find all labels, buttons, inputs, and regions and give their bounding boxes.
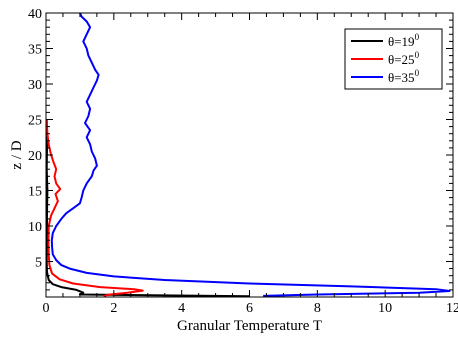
series-line-1 [45, 119, 250, 298]
x-tick-label: 0 [43, 301, 50, 316]
y-tick-label: 30 [28, 78, 42, 93]
legend-label-1: θ=190 [388, 32, 420, 49]
x-tick-label: 2 [110, 301, 117, 316]
x-tick-label: 12 [446, 301, 458, 316]
x-axis-label: Granular Temperature T [177, 318, 322, 334]
legend-label-superscript: 0 [415, 32, 420, 42]
y-axis-ticks: 5 10 15 20 25 30 35 40 [28, 7, 453, 298]
x-tick-label: 6 [246, 301, 253, 316]
y-tick-label: 20 [28, 149, 42, 164]
series-line-3 [50, 12, 451, 297]
x-axis-ticks: 0 2 4 6 8 10 12 [43, 13, 458, 316]
legend-label-superscript: 0 [415, 50, 420, 60]
y-tick-label: 15 [28, 185, 42, 200]
y-tick-label: 10 [28, 220, 42, 235]
x-tick-label: 8 [314, 301, 321, 316]
series-line-2 [45, 119, 144, 298]
x-tick-label: 4 [178, 301, 185, 316]
x-tick-label: 10 [378, 301, 392, 316]
y-tick-label: 5 [35, 256, 42, 271]
y-axis-label: z / D [9, 140, 25, 169]
y-tick-label: 35 [28, 43, 42, 58]
y-tick-label: 25 [28, 114, 42, 129]
y-tick-label: 40 [28, 7, 42, 22]
legend-label-3: θ=350 [388, 68, 420, 85]
legend-label-superscript: 0 [415, 68, 420, 78]
legend-label-2: θ=250 [388, 50, 420, 67]
